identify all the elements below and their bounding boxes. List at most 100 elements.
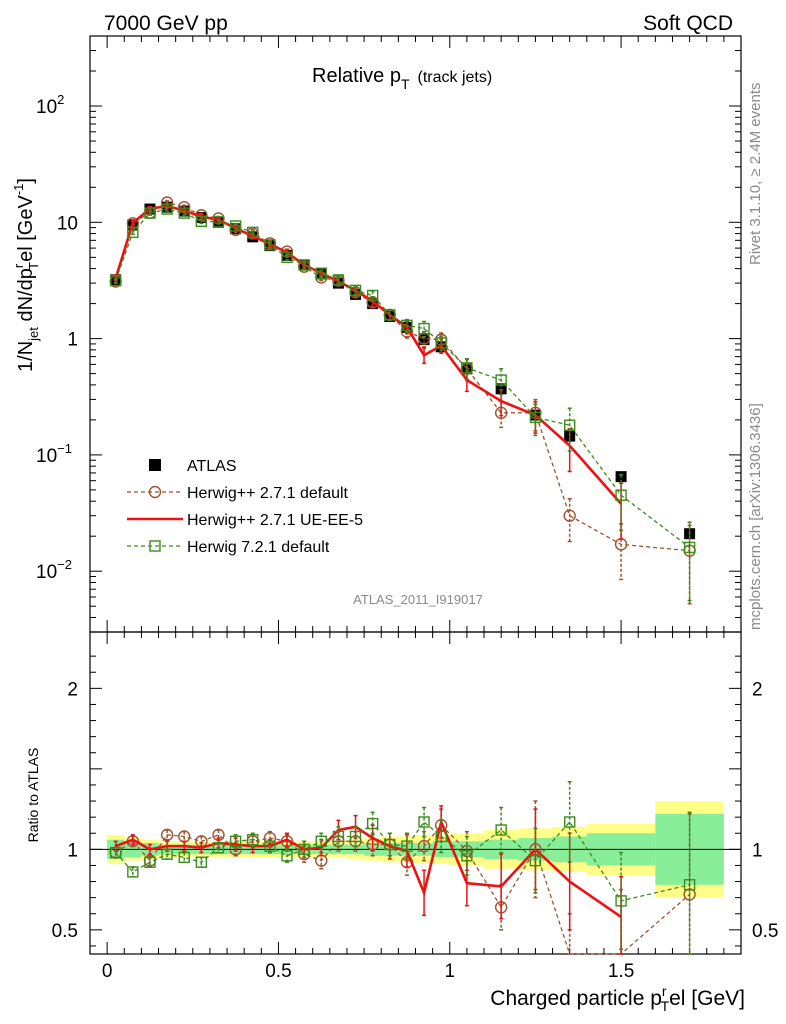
- main-data-point: [461, 362, 473, 374]
- main-series-line: [115, 208, 690, 548]
- ratio-data-point: [349, 830, 362, 843]
- ratio-data-point: [417, 839, 431, 853]
- x-label-part2: el [GeV]: [669, 987, 745, 1010]
- ratio-data-point: [298, 843, 310, 856]
- main-data-point: [683, 541, 696, 554]
- ratio-data-point: [178, 851, 190, 864]
- ratio-data-point: [563, 816, 576, 828]
- header-right: Soft QCD: [643, 12, 733, 35]
- ratio-data-point: [144, 856, 156, 868]
- main-data-point: [435, 337, 447, 349]
- y-label-part1: 1/N: [15, 341, 37, 372]
- main-data-point: [563, 509, 576, 522]
- main-data-point: [264, 239, 276, 251]
- main-data-point: [384, 309, 396, 321]
- main-data-point: [315, 267, 327, 279]
- main-data-point: [401, 319, 413, 332]
- main-data-point: [529, 411, 542, 424]
- main-data-point: [615, 489, 627, 501]
- y-label-sup1: r: [11, 263, 26, 268]
- y-tick-label: 102: [36, 92, 64, 118]
- legend-marker: [148, 485, 162, 499]
- main-data-point: [109, 274, 122, 287]
- ratio-data-point: [160, 828, 174, 842]
- ratio-data-point: [495, 824, 507, 836]
- y-label-part3: el [GeV: [15, 195, 37, 262]
- y-label-end: ]: [15, 178, 37, 184]
- ratio-data-point: [109, 846, 122, 859]
- y-tick-label-exp: −2: [57, 557, 72, 572]
- ratio-series-layer: [109, 780, 696, 955]
- main-data-point: [418, 334, 430, 346]
- main-data-point: [195, 215, 208, 228]
- y-tick-label: 10−1: [36, 441, 72, 467]
- main-data-point: [332, 274, 345, 286]
- ratio-data-point: [212, 842, 225, 854]
- ratio-data-point: [247, 833, 259, 846]
- y-tick-label-base: 10: [36, 446, 57, 467]
- main-data-point: [298, 259, 310, 271]
- main-data-point: [144, 207, 156, 219]
- y-tick-label: 10: [57, 213, 78, 234]
- plot-title-main: Relative p: [312, 65, 401, 87]
- x-tick-label: 1: [444, 961, 455, 982]
- legend-label: ATLAS: [187, 458, 237, 475]
- main-data-point: [178, 207, 190, 219]
- y-tick-label: 1: [67, 330, 78, 351]
- y-tick-label-exp: 2: [57, 92, 64, 107]
- x-tick-label: 1.5: [608, 961, 634, 982]
- mcplots-label: mcplots.cern.ch [arXiv:1306.3436]: [747, 403, 764, 630]
- ratio-data-point: [435, 830, 447, 843]
- legend-marker: [149, 540, 161, 552]
- main-data-point: [366, 289, 379, 302]
- ratio-series-line: [115, 824, 691, 955]
- y-tick-label: 10−2: [36, 557, 72, 583]
- ratio-data-point: [127, 866, 139, 878]
- main-data-point: [349, 284, 362, 297]
- ratio-data-point: [615, 895, 627, 907]
- main-data-point: [281, 251, 293, 264]
- y-tick-label-base: 1: [67, 330, 78, 351]
- ratio-data-point: [161, 848, 173, 860]
- y-tick-label-base: 10: [36, 562, 57, 583]
- ratio-y-tick-label: 0.5: [52, 921, 78, 942]
- ratio-data-point: [315, 835, 327, 847]
- ratio-y-axis-label: Ratio to ATLAS: [25, 748, 41, 843]
- y-tick-label-base: 10: [36, 97, 57, 118]
- ratio-data-point: [401, 840, 413, 852]
- x-axis-label: Charged particle pr Tel [GeV]: [490, 983, 745, 1014]
- x-label-sup: r: [662, 983, 667, 999]
- main-data-point: [563, 419, 576, 431]
- ratio-y-tick-label-right: 0.5: [752, 921, 778, 942]
- ratio-data-point: [529, 854, 542, 867]
- legend-label: Herwig++ 2.7.1 UE-EE-5: [187, 512, 363, 529]
- ratio-data-point: [683, 879, 696, 891]
- y-label-sub2: T: [26, 262, 41, 270]
- plot-title: Relative pT (track jets): [312, 65, 492, 92]
- main-data-point: [247, 226, 259, 239]
- y-tick-label-exp: −1: [57, 441, 72, 456]
- header-left: 7000 GeV pp: [104, 12, 228, 35]
- legend-label: Herwig++ 2.7.1 default: [187, 485, 349, 502]
- y-label-sub1: jet: [26, 327, 41, 342]
- main-data-point: [418, 322, 430, 335]
- ratio-frame: [89, 631, 742, 955]
- legend: ATLAS Herwig++ 2.7.1 default Herwig++ 2.7.…: [127, 458, 363, 556]
- ratio-data-point: [195, 856, 208, 868]
- ratio-data-point: [384, 838, 396, 851]
- legend-marker: [149, 459, 161, 471]
- x-tick-label: 0.5: [265, 961, 291, 982]
- legend-label: Herwig 7.2.1 default: [187, 539, 330, 556]
- ratio-panel: 0.5 0.5 1 1 2 2 0 0.5 1 1.5: [52, 631, 778, 982]
- y-tick-label-base: 10: [57, 213, 78, 234]
- ratio-series-line: [115, 817, 622, 919]
- ratio-data-point: [366, 817, 379, 830]
- ratio-data-point: [281, 850, 293, 862]
- rivet-label: Rivet 3.1.10, ≥ 2.4M events: [747, 83, 764, 266]
- ratio-y-tick-label: 2: [67, 679, 78, 700]
- y-label-sup2: -1: [11, 184, 26, 196]
- analysis-watermark: ATLAS_2011_I919017: [353, 592, 483, 607]
- plot-title-sub: T: [401, 76, 410, 92]
